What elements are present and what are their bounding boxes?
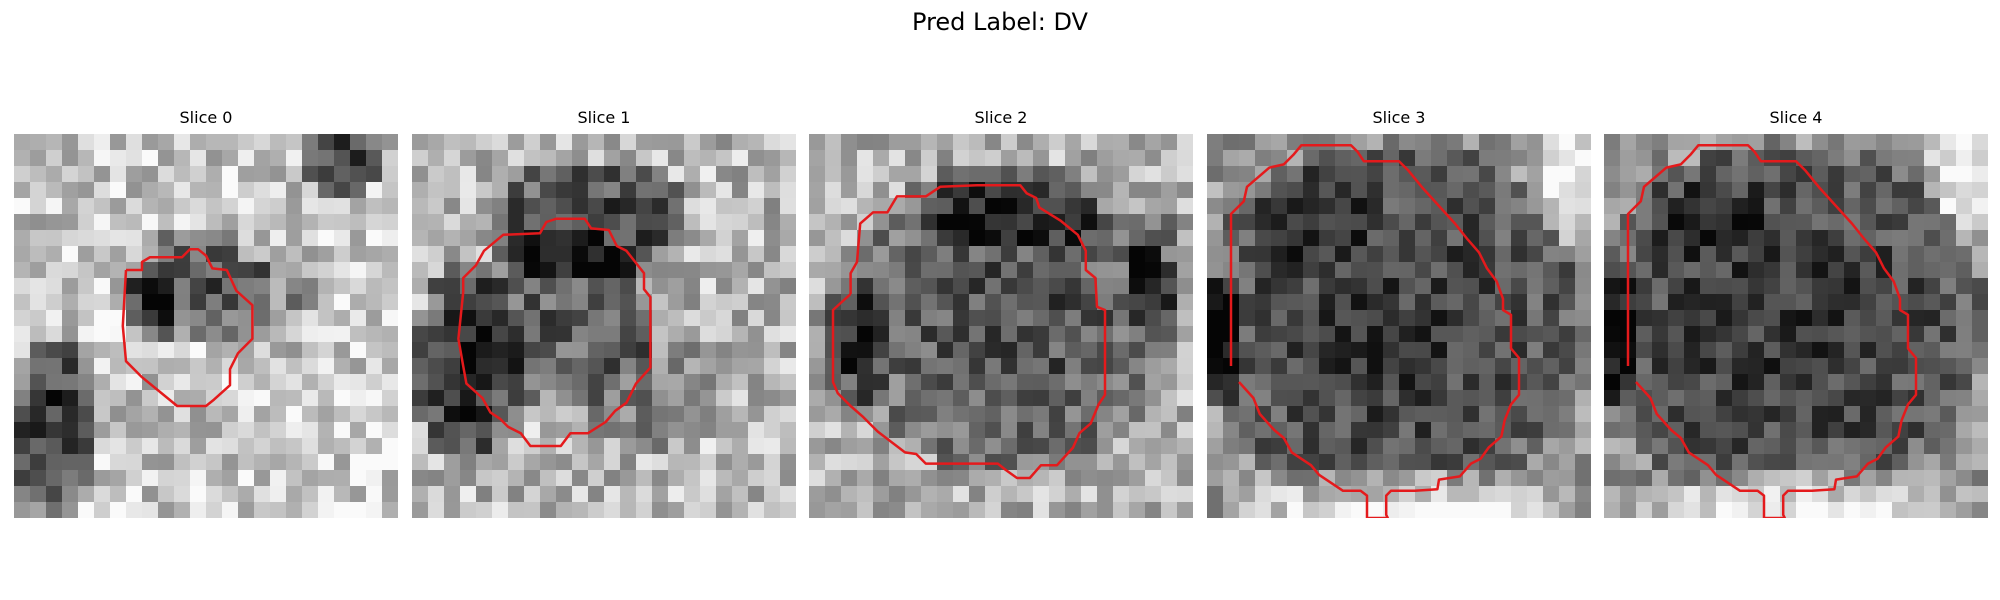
slice-image-1	[412, 134, 796, 518]
pixel-grid	[1604, 134, 1988, 518]
slice-image-2	[809, 134, 1193, 518]
segmentation-contour	[1626, 143, 1918, 518]
slice-panel-1: Slice 1	[412, 108, 796, 518]
slice-title-2: Slice 2	[974, 108, 1028, 127]
segmentation-contour	[121, 247, 254, 408]
segmentation-contour	[831, 183, 1107, 480]
pixel-grid	[1207, 134, 1591, 518]
slice-title-3: Slice 3	[1372, 108, 1426, 127]
segmentation-contour	[457, 217, 652, 448]
slice-panel-0: Slice 0	[14, 108, 398, 518]
pixel-grid	[412, 134, 796, 518]
pixel-grid	[14, 134, 398, 518]
slice-panel-4: Slice 4	[1604, 108, 1988, 518]
slice-image-3	[1207, 134, 1591, 518]
slice-title-0: Slice 0	[179, 108, 233, 127]
pixel-grid	[809, 134, 1193, 518]
slice-image-4	[1604, 134, 1988, 518]
slice-panel-2: Slice 2	[809, 108, 1193, 518]
segmentation-contour	[1229, 143, 1521, 518]
slice-title-4: Slice 4	[1769, 108, 1823, 127]
slice-title-1: Slice 1	[577, 108, 631, 127]
figure-title: Pred Label: DV	[912, 8, 1088, 36]
slice-panel-3: Slice 3	[1207, 108, 1591, 518]
slice-image-0	[14, 134, 398, 518]
